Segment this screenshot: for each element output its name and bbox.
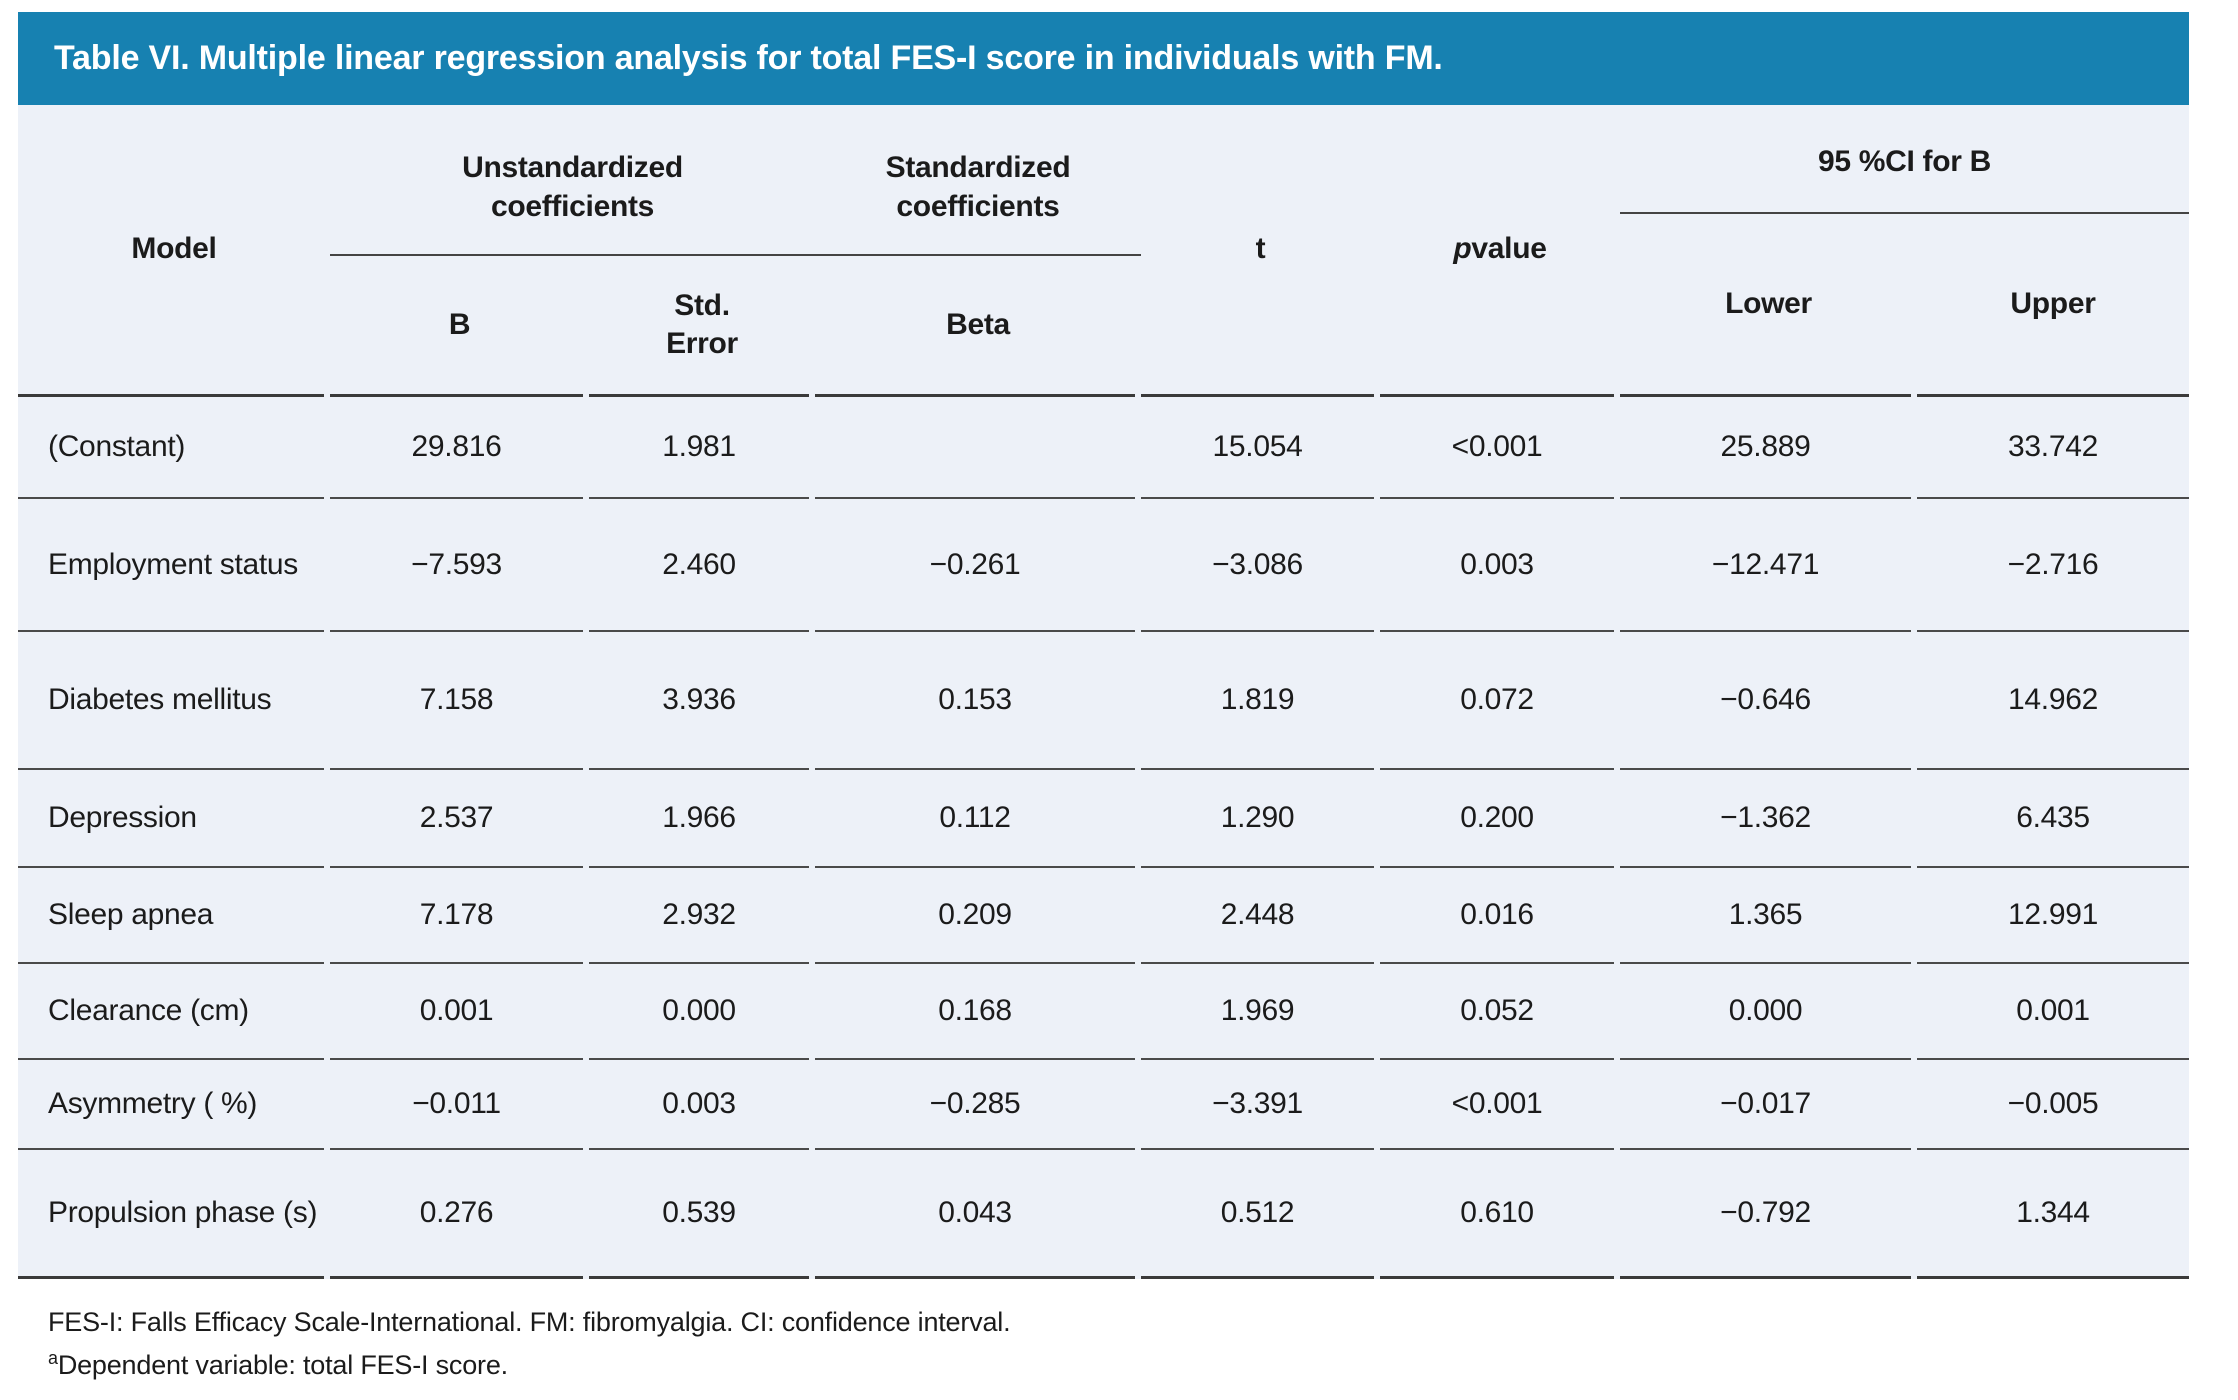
cell-beta: 0.112 — [815, 768, 1135, 866]
cell-upper: −2.716 — [1917, 497, 2189, 630]
cell-std-error: 0.539 — [589, 1148, 809, 1279]
header-95ci-for-b: 95 %CI for B — [1817, 145, 1992, 179]
cell-b: 0.001 — [330, 962, 583, 1058]
footnote-superscript-a: a — [48, 1348, 58, 1369]
footnote-dependent-variable: aDependent variable: total FES-I score. — [48, 1349, 1010, 1381]
cell-t: 2.448 — [1141, 866, 1374, 962]
cell-t: 15.054 — [1141, 394, 1374, 497]
footnote-abbreviations: FES-I: Falls Efficacy Scale-Internationa… — [48, 1307, 1011, 1337]
ci-spanner-rule — [1620, 212, 2189, 214]
cell-std-error: 2.932 — [589, 866, 809, 962]
header-p-italic: p — [1453, 232, 1472, 266]
cell-p: 0.072 — [1380, 630, 1614, 768]
cell-b: −0.011 — [330, 1058, 583, 1148]
header-b: B — [448, 307, 471, 341]
cell-lower: −0.792 — [1620, 1148, 1911, 1279]
cell-std-error: 0.000 — [589, 962, 809, 1058]
cell-p: <0.001 — [1380, 1058, 1614, 1148]
row-label: Diabetes mellitus — [18, 630, 324, 768]
cell-lower: −1.362 — [1620, 768, 1911, 866]
cell-std-error: 0.003 — [589, 1058, 809, 1148]
table-body: (Constant) 29.816 1.981 15.054 <0.001 25… — [18, 394, 2189, 1279]
cell-beta: 0.209 — [815, 866, 1135, 962]
row-label: Asymmetry ( %) — [18, 1058, 324, 1148]
cell-p: 0.610 — [1380, 1148, 1614, 1279]
cell-t: 1.819 — [1141, 630, 1374, 768]
header-p-value: p value — [1380, 105, 1620, 394]
header-t: t — [1255, 232, 1266, 266]
cell-upper: 33.742 — [1917, 394, 2189, 497]
cell-t: 0.512 — [1141, 1148, 1374, 1279]
cell-upper: 1.344 — [1917, 1148, 2189, 1279]
cell-lower: −0.017 — [1620, 1058, 1911, 1148]
cell-beta: −0.285 — [815, 1058, 1135, 1148]
table-background — [18, 105, 2189, 1279]
cell-b: 7.158 — [330, 630, 583, 768]
cell-b: 7.178 — [330, 866, 583, 962]
coefficients-spanner-rule — [330, 254, 1141, 256]
header-std-error: Std. Error — [666, 288, 738, 360]
cell-beta: 0.043 — [815, 1148, 1135, 1279]
cell-std-error: 2.460 — [589, 497, 809, 630]
cell-lower: 25.889 — [1620, 394, 1911, 497]
cell-lower: −0.646 — [1620, 630, 1911, 768]
cell-upper: −0.005 — [1917, 1058, 2189, 1148]
header-model: Model — [131, 232, 217, 266]
header-unstandardized-coefficients: Unstandardized coefficients — [462, 151, 683, 223]
cell-beta: −0.261 — [815, 497, 1135, 630]
row-label: Sleep apnea — [18, 866, 324, 962]
cell-std-error: 1.981 — [589, 394, 809, 497]
cell-p: 0.200 — [1380, 768, 1614, 866]
row-label: Depression — [18, 768, 324, 866]
footnotes: FES-I: Falls Efficacy Scale-Internationa… — [48, 1306, 1011, 1393]
cell-p: 0.016 — [1380, 866, 1614, 962]
cell-t: 1.969 — [1141, 962, 1374, 1058]
cell-upper: 0.001 — [1917, 962, 2189, 1058]
cell-b: 29.816 — [330, 394, 583, 497]
cell-lower: 0.000 — [1620, 962, 1911, 1058]
row-label: Clearance (cm) — [18, 962, 324, 1058]
cell-p: 0.052 — [1380, 962, 1614, 1058]
cell-upper: 14.962 — [1917, 630, 2189, 768]
cell-lower: −12.471 — [1620, 497, 1911, 630]
header-beta: Beta — [946, 307, 1010, 341]
table-title-bar: Table VI. Multiple linear regression ana… — [18, 12, 2189, 105]
cell-b: 0.276 — [330, 1148, 583, 1279]
cell-beta — [815, 394, 1135, 497]
cell-t: 1.290 — [1141, 768, 1374, 866]
cell-std-error: 1.966 — [589, 768, 809, 866]
cell-upper: 6.435 — [1917, 768, 2189, 866]
row-label: Employment status — [18, 497, 324, 630]
cell-t: −3.086 — [1141, 497, 1374, 630]
cell-p: 0.003 — [1380, 497, 1614, 630]
cell-t: −3.391 — [1141, 1058, 1374, 1148]
footnote-dependent-variable-text: Dependent variable: total FES-I score. — [57, 1350, 508, 1381]
cell-p: <0.001 — [1380, 394, 1614, 497]
header-standardized-coefficients: Standardized coefficients — [885, 151, 1071, 223]
cell-upper: 12.991 — [1917, 866, 2189, 962]
row-label: (Constant) — [18, 394, 324, 497]
cell-b: 2.537 — [330, 768, 583, 866]
header-lower: Lower — [1725, 286, 1812, 320]
cell-beta: 0.153 — [815, 630, 1135, 768]
cell-std-error: 3.936 — [589, 630, 809, 768]
cell-lower: 1.365 — [1620, 866, 1911, 962]
header-upper: Upper — [2010, 286, 2096, 320]
table-header: Model Unstandardized coefficients Standa… — [18, 105, 2189, 394]
header-p-rest: value — [1471, 232, 1547, 266]
row-label: Propulsion phase (s) — [18, 1148, 324, 1279]
cell-b: −7.593 — [330, 497, 583, 630]
table-title: Table VI. Multiple linear regression ana… — [54, 39, 1443, 77]
cell-beta: 0.168 — [815, 962, 1135, 1058]
